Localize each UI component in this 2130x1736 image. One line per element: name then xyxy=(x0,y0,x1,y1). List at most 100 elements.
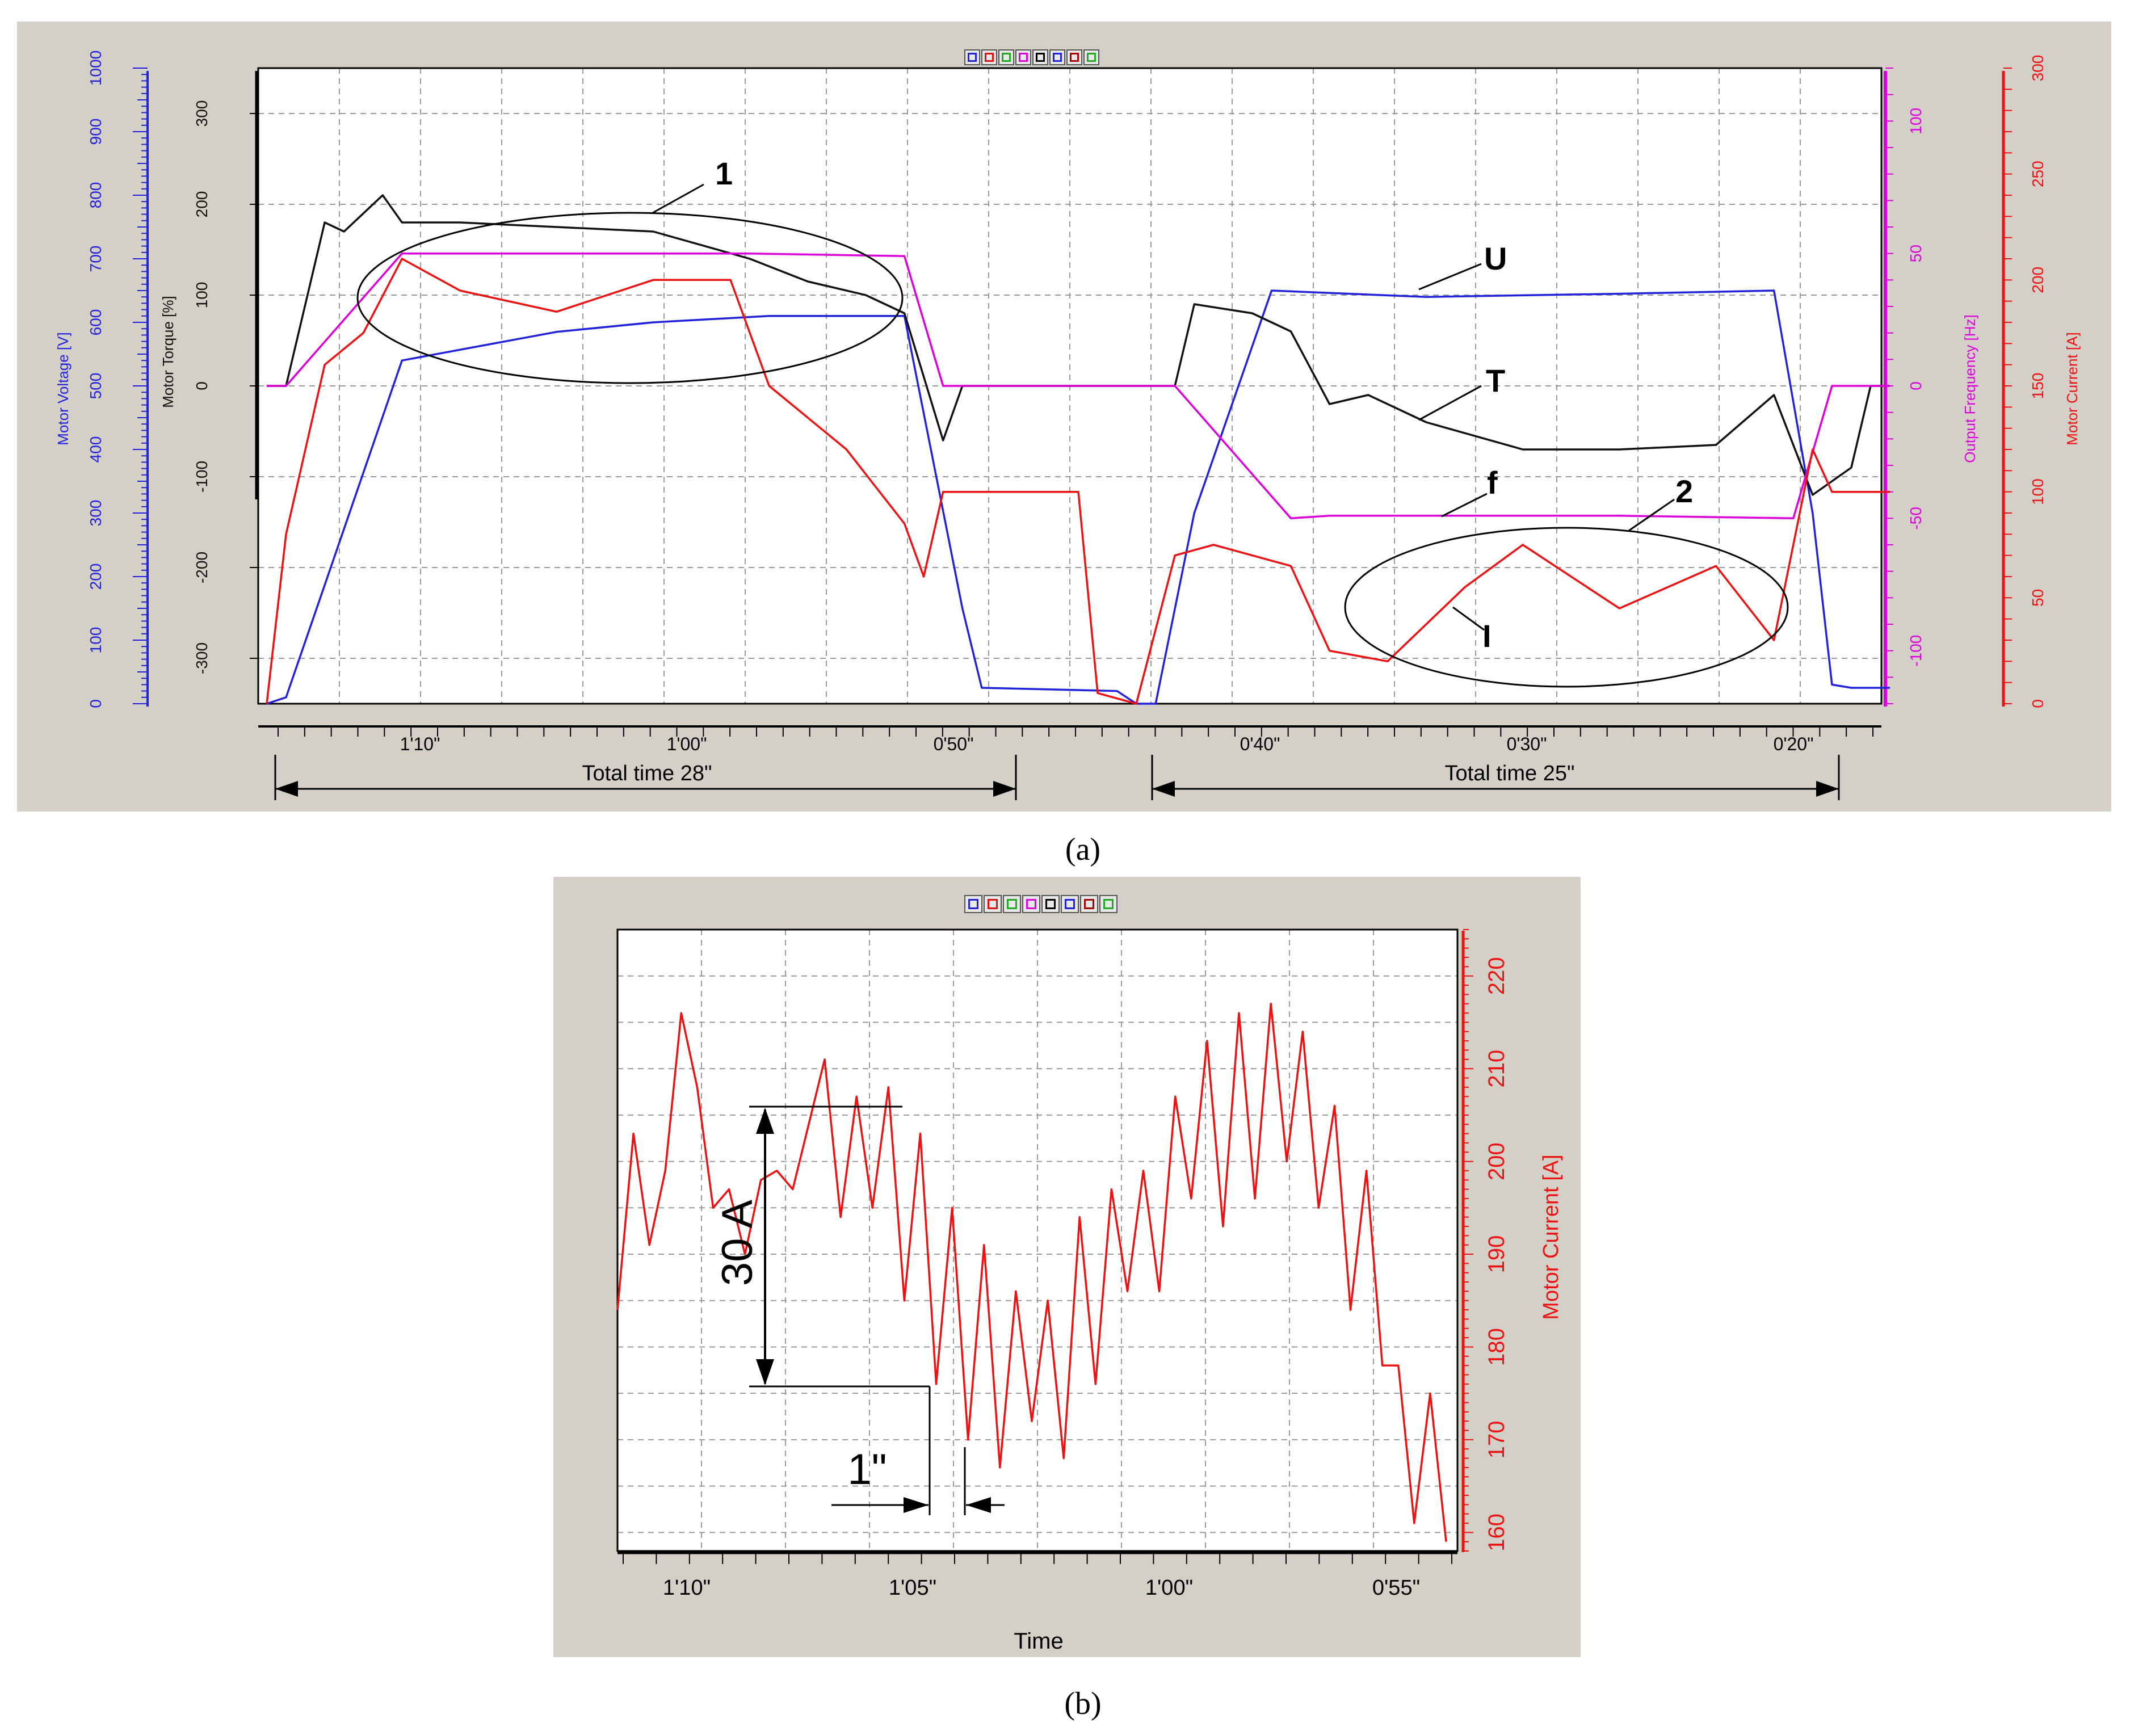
period-annotation: 1" xyxy=(831,1386,1005,1515)
current-tick-label: 160 xyxy=(1484,1514,1509,1552)
diamond-icon xyxy=(1003,895,1021,913)
period-label: 1" xyxy=(847,1445,887,1494)
cross-icon-glyph xyxy=(1053,53,1062,62)
torque-tick-label: -100 xyxy=(193,461,211,493)
voltage-axis-label: Motor Voltage [V] xyxy=(54,332,72,445)
x-tick-label: 0'30" xyxy=(1507,734,1547,754)
t-label: T xyxy=(1486,363,1505,398)
voltage-tick-label: 700 xyxy=(87,246,104,272)
total-time-1-label: Total time 28" xyxy=(582,762,712,785)
i-leader xyxy=(1452,606,1485,631)
step-icon xyxy=(1022,895,1040,913)
panel-b-x-axis-label: Time xyxy=(1014,1629,1063,1654)
x-tick-label: 0'50" xyxy=(934,734,974,754)
f-label: f xyxy=(1487,465,1498,501)
torque-tick-labels: -300 -200 -100 0 100 200 300 xyxy=(193,100,258,674)
cross-icon-glyph xyxy=(1065,899,1075,909)
total-time-1-right-arrow xyxy=(993,781,1016,797)
u-label: U xyxy=(1484,241,1507,276)
asterisk-icon xyxy=(1080,895,1098,913)
current-tick-label: 180 xyxy=(1484,1328,1509,1366)
current-axis: 0 50 100 150 200 250 300 Motor Current [A] xyxy=(2002,55,2081,708)
period-right-arrow xyxy=(966,1497,991,1513)
panel-a-toolbar[interactable] xyxy=(964,49,1099,65)
voltage-tick-label: 900 xyxy=(87,119,104,145)
voltage-tick-label: 800 xyxy=(87,182,104,209)
voltage-tick-label: 400 xyxy=(87,436,104,463)
current-tick-label: 300 xyxy=(2029,55,2047,82)
torque-tick-label: -300 xyxy=(193,642,211,674)
step-icon xyxy=(1015,49,1031,65)
amplitude-arrow-bottom xyxy=(756,1359,774,1385)
caption-b: (b) xyxy=(1064,1686,1101,1721)
x-tick-label: 0'55" xyxy=(1372,1576,1420,1600)
voltage-tick-marks: 0 100 200 300 400 500 600 700 800 900 1000 xyxy=(87,51,148,708)
ellipse-1-label: 1 xyxy=(715,155,733,191)
ellipse-1 xyxy=(356,212,904,384)
total-time-2-left-arrow xyxy=(1152,781,1175,797)
panel-b-grid xyxy=(617,930,1457,1551)
panel-b-current-tick-marks: 160 170 180 190 200 210 220 xyxy=(1463,929,1509,1552)
x-tick-label: 1'05" xyxy=(889,1576,936,1600)
frequency-tick-label: -50 xyxy=(1907,507,1925,529)
panel-a-series xyxy=(266,194,1890,705)
torque-tick-label: 200 xyxy=(193,191,211,218)
current-tick-label: 50 xyxy=(2029,589,2047,607)
i-label: I xyxy=(1482,618,1492,654)
asterisk-icon-glyph xyxy=(1084,899,1094,909)
frequency-axis-label: Output Frequency [Hz] xyxy=(1961,314,1978,463)
cross-icon xyxy=(1061,895,1079,913)
step-icon-glyph xyxy=(1026,899,1036,909)
green-square-icon-glyph xyxy=(1103,899,1114,909)
total-time-2-right-arrow xyxy=(1816,781,1839,797)
square-icon-glyph xyxy=(985,53,994,62)
panel-b-y-axis-label: Motor Current [A] xyxy=(1539,1154,1563,1319)
current-tick-label: 200 xyxy=(1484,1142,1509,1180)
triangle-icon xyxy=(964,895,982,913)
voltage-tick-label: 600 xyxy=(87,309,104,336)
triangle-icon-glyph xyxy=(968,53,977,62)
voltage-tick-label: 500 xyxy=(87,373,104,400)
ellipse-2 xyxy=(1344,527,1789,688)
voltage-axis: 0 100 200 300 400 500 600 700 800 900 1000 Motor V… xyxy=(54,51,149,708)
caption-a: (a) xyxy=(1065,832,1100,867)
frequency-tick-label: 50 xyxy=(1907,245,1925,262)
panel-b-x-ticks: 1'10" 1'05" 1'00" 0'55" xyxy=(623,1554,1452,1600)
current-tick-label: 200 xyxy=(2029,267,2047,293)
series-i-line xyxy=(266,258,1890,705)
voltage-tick-label: 0 xyxy=(87,699,104,708)
current-tick-label: 250 xyxy=(2029,161,2047,187)
series-f-line xyxy=(267,252,1890,520)
asterisk-icon xyxy=(1066,49,1082,65)
f-leader xyxy=(1441,493,1488,518)
grid-icon-glyph xyxy=(1036,53,1045,62)
total-time-1-left-arrow xyxy=(275,781,298,797)
voltage-tick-label: 300 xyxy=(87,500,104,527)
u-leader xyxy=(1418,263,1482,291)
current-tick-label: 210 xyxy=(1484,1050,1509,1088)
square-icon xyxy=(984,895,1002,913)
t-leader xyxy=(1418,385,1482,421)
panel-b-toolbar[interactable] xyxy=(964,895,1117,913)
diamond-icon-glyph xyxy=(1002,53,1011,62)
plus-icon xyxy=(1041,895,1060,913)
amplitude-arrow-top xyxy=(756,1108,774,1134)
total-time-1: Total time 28" xyxy=(274,755,1017,800)
frequency-tick-labels: -100 -50 0 50 100 xyxy=(1885,68,1925,704)
frequency-tick-label: -100 xyxy=(1907,635,1925,667)
total-time-2: Total time 25" xyxy=(1151,755,1840,800)
amplitude-annotation: 30 A xyxy=(713,1106,930,1388)
panel-a-x-ticks: 1'10" 1'00" 0'50" 0'40" 0'30" 0'20" xyxy=(278,726,1873,754)
panel-b-series xyxy=(616,1002,1447,1542)
current-tick-marks: 0 50 100 150 200 250 300 xyxy=(2003,55,2047,708)
amplitude-label: 30 A xyxy=(713,1200,762,1286)
plus-icon-glyph xyxy=(1045,899,1056,909)
triangle-icon xyxy=(964,49,980,65)
current-tick-label: 170 xyxy=(1484,1421,1509,1459)
panel-a: 1'10" 1'00" 0'50" 0'40" 0'30" 0'20" 0 1 0 0 200 30… xyxy=(17,22,2111,867)
current-tick-label: 0 xyxy=(2029,699,2047,708)
square-icon xyxy=(981,49,997,65)
frequency-tick-label: 0 xyxy=(1907,381,1925,390)
torque-tick-label: 300 xyxy=(193,100,211,127)
panel-b: 1'10" 1'05" 1'00" 0'55" 160 170 180 190 200 210 2… xyxy=(553,877,1581,1721)
